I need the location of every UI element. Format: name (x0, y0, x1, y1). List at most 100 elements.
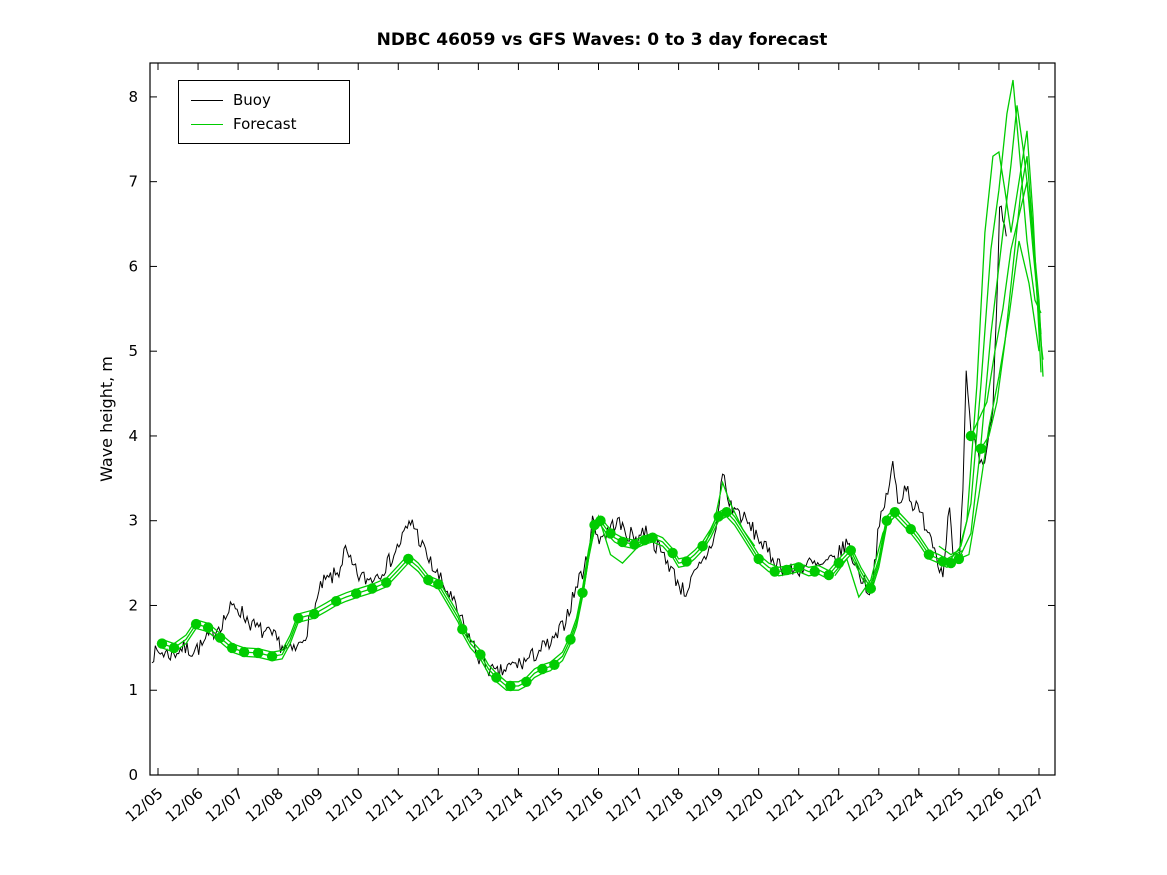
forecast-marker (367, 583, 378, 594)
x-tick-label: 12/27 (1003, 784, 1048, 826)
forecast-marker (433, 579, 444, 590)
forecast-marker (403, 553, 414, 565)
forecast-marker (381, 577, 392, 588)
forecast-marker (266, 651, 278, 662)
buoy-line-sample (191, 99, 223, 101)
forecast-marker (965, 430, 977, 442)
forecast-marker (457, 624, 468, 635)
x-tick-label: 12/08 (242, 784, 287, 826)
x-tick-label: 12/26 (963, 784, 1008, 826)
forecast-marker (226, 642, 238, 654)
forecast-marker (881, 515, 892, 526)
y-tick-label: 0 (128, 766, 138, 784)
forecast-marker (595, 515, 606, 526)
forecast-marker (475, 649, 486, 660)
forecast-end-line (980, 156, 1044, 450)
forecast-marker (823, 569, 834, 581)
forecast-marker (753, 553, 764, 565)
forecast-lines (161, 79, 1044, 691)
chart-title: NDBC 46059 vs GFS Waves: 0 to 3 day fore… (377, 30, 828, 50)
plot-box (149, 62, 1056, 776)
forecast-marker (713, 511, 724, 522)
forecast-marker (833, 557, 844, 569)
forecast-marker (423, 574, 434, 586)
forecast-member-line (581, 514, 647, 598)
forecast-marker (252, 647, 264, 659)
forecast-marker (309, 608, 320, 620)
x-tick-label: 12/20 (723, 784, 768, 826)
forecast-marker (697, 540, 708, 552)
x-tick-label: 12/23 (843, 784, 888, 826)
forecast-marker (923, 549, 935, 560)
forecast-end-line (958, 240, 1040, 560)
x-tick-label: 12/17 (602, 784, 647, 826)
forecast-marker (721, 507, 732, 518)
y-tick-label: 7 (128, 173, 138, 191)
legend: Buoy Forecast (178, 80, 350, 144)
y-tick-label: 2 (128, 596, 138, 614)
legend-item-buoy: Buoy (179, 88, 349, 112)
x-tick-label: 12/21 (763, 784, 808, 826)
x-tick-label: 12/18 (642, 784, 687, 826)
forecast-end-line (938, 130, 1042, 556)
forecast-marker (905, 524, 916, 535)
x-tick-label: 12/09 (282, 784, 327, 826)
forecast-marker (639, 535, 650, 546)
forecast-marker (975, 443, 987, 454)
forecast-marker (190, 618, 202, 630)
forecast-line-sample (191, 123, 223, 125)
legend-item-forecast: Forecast (179, 112, 349, 136)
forecast-marker (889, 507, 900, 518)
x-tick-label: 12/10 (322, 784, 367, 826)
forecast-marker (769, 566, 780, 577)
x-tick-label: 12/13 (442, 784, 487, 826)
x-tick-label: 12/11 (362, 784, 407, 826)
x-tick-label: 12/16 (562, 784, 607, 826)
x-tick-label: 12/06 (162, 784, 207, 826)
y-tick-label: 3 (128, 512, 138, 530)
legend-label-forecast: Forecast (233, 115, 297, 133)
forecast-marker (809, 566, 820, 577)
x-tick-label: 12/15 (522, 784, 567, 826)
forecast-marker (537, 663, 548, 675)
forecast-marker (793, 562, 804, 573)
forecast-markers (156, 430, 987, 692)
forecast-marker (781, 564, 792, 576)
forecast-end-line (970, 181, 1042, 437)
forecast-marker (491, 672, 502, 683)
forecast-marker (647, 532, 658, 543)
x-tick-label: 12/05 (122, 784, 167, 826)
x-tick-label: 12/07 (202, 784, 247, 826)
forecast-marker (667, 547, 678, 559)
forecast-marker (214, 632, 226, 643)
plot-layers: 12/0512/0612/0712/0812/0912/1012/1112/12… (122, 62, 1056, 826)
forecast-marker (351, 588, 362, 599)
forecast-marker (937, 556, 949, 567)
x-tick-label: 12/22 (803, 784, 848, 826)
forecast-marker (565, 634, 576, 645)
x-tick-label: 12/14 (482, 784, 527, 826)
y-tick-label: 4 (128, 427, 138, 445)
y-tick-label: 5 (128, 342, 138, 360)
forecast-marker (521, 676, 532, 687)
forecast-marker (549, 659, 560, 670)
forecast-marker (953, 553, 965, 565)
forecast-marker (238, 646, 250, 658)
y-tick-label: 8 (128, 88, 138, 106)
y-axis-label: Wave height, m (97, 356, 116, 482)
x-tick-label: 12/25 (923, 784, 968, 826)
forecast-marker (202, 622, 214, 633)
forecast-member-line (701, 480, 756, 551)
forecast-marker (156, 638, 168, 649)
forecast-marker (168, 642, 180, 654)
y-tick-label: 1 (128, 681, 138, 699)
forecast-marker (605, 528, 616, 539)
legend-label-buoy: Buoy (233, 91, 271, 109)
forecast-marker (681, 556, 692, 567)
forecast-marker (293, 613, 304, 624)
forecast-marker (845, 545, 856, 556)
forecast-marker (505, 680, 516, 692)
forecast-marker (629, 539, 640, 550)
forecast-marker (331, 596, 342, 607)
